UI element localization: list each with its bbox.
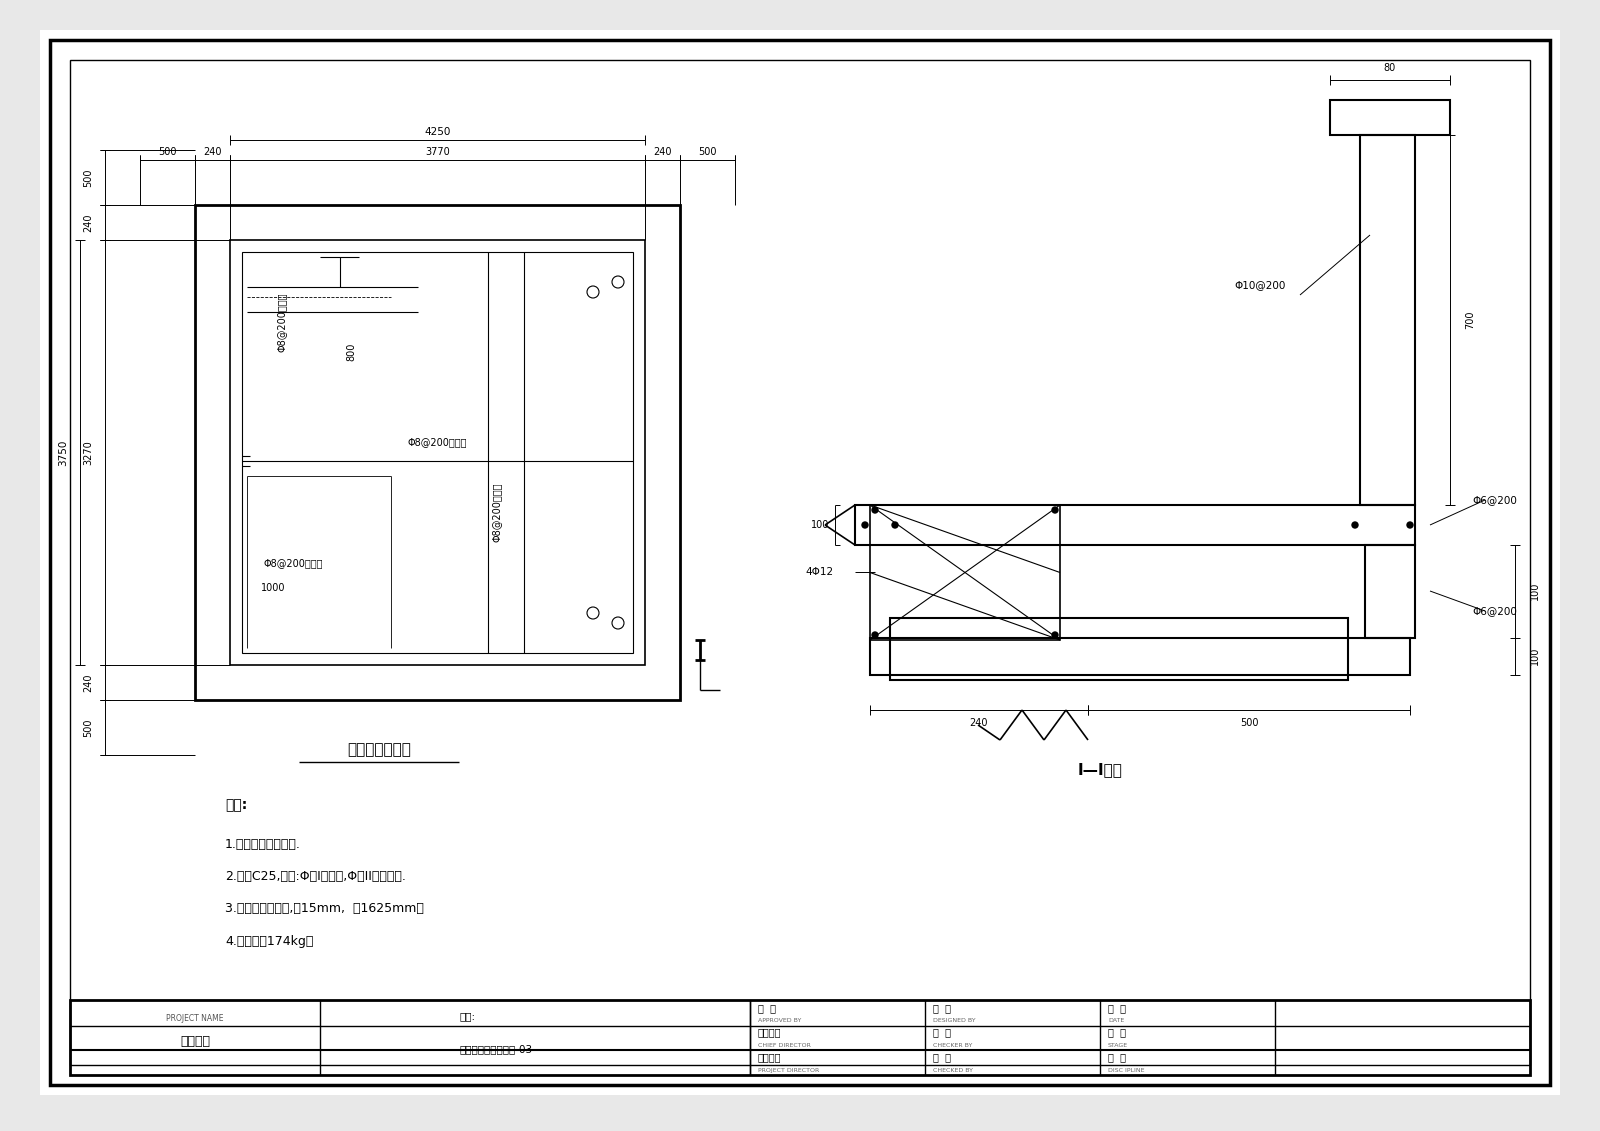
- Text: 4250: 4250: [424, 127, 451, 137]
- Text: 700: 700: [1466, 311, 1475, 329]
- Text: 专业负责: 专业负责: [758, 1027, 781, 1037]
- Text: 审  核: 审 核: [933, 1052, 950, 1062]
- Circle shape: [1406, 523, 1413, 528]
- Text: 专  业: 专 业: [1107, 1052, 1126, 1062]
- Text: Φ8@200（下）: Φ8@200（下）: [491, 483, 501, 543]
- Text: 240: 240: [83, 673, 93, 692]
- Bar: [870, 638, 1410, 675]
- Text: CHIEF DIRECTOR: CHIEF DIRECTOR: [758, 1043, 811, 1048]
- Text: 4.锂筋合计174kg。: 4.锂筋合计174kg。: [226, 934, 314, 948]
- Text: DESIGNED BY: DESIGNED BY: [933, 1018, 976, 1024]
- Text: 800: 800: [347, 343, 357, 361]
- Bar: [890, 618, 1347, 680]
- Text: STAGE: STAGE: [1107, 1043, 1128, 1048]
- Text: PROJECT DIRECTOR: PROJECT DIRECTOR: [758, 1068, 819, 1072]
- Text: 审  定: 审 定: [758, 1003, 776, 1012]
- Text: 240: 240: [203, 147, 222, 157]
- Bar: [870, 506, 1059, 640]
- Text: 500: 500: [1240, 718, 1258, 728]
- Text: 图名:: 图名:: [461, 1011, 477, 1021]
- Text: 项目负责: 项目负责: [758, 1052, 781, 1062]
- Bar: [854, 506, 1414, 545]
- Circle shape: [1053, 507, 1058, 513]
- Text: 100: 100: [1530, 581, 1539, 601]
- Text: 3270: 3270: [83, 440, 93, 465]
- Bar: [1365, 545, 1414, 638]
- Text: 500: 500: [698, 147, 717, 157]
- Text: 泵房顶板配筋图: 泵房顶板配筋图: [347, 742, 411, 758]
- Bar: [242, 252, 634, 653]
- Text: CHECKER BY: CHECKER BY: [933, 1043, 973, 1048]
- Text: 2.混用C25,锂筋:Φ为I级圆锂,Φ为II级螺纹锂.: 2.混用C25,锂筋:Φ为I级圆锂,Φ为II级螺纹锂.: [226, 871, 406, 883]
- Text: 土地整理泵房设计图-03: 土地整理泵房设计图-03: [461, 1044, 533, 1054]
- Text: 校  对: 校 对: [933, 1027, 950, 1037]
- Bar: [230, 240, 645, 665]
- Text: 版  次: 版 次: [1107, 1003, 1126, 1012]
- Text: 100: 100: [1530, 647, 1539, 665]
- Text: PROJECT NAME: PROJECT NAME: [166, 1015, 224, 1024]
- Circle shape: [862, 523, 867, 528]
- Text: 240: 240: [83, 214, 93, 232]
- Text: 240: 240: [653, 147, 672, 157]
- Text: 4Φ12: 4Φ12: [806, 567, 834, 577]
- Text: Φ6@200: Φ6@200: [1472, 606, 1517, 616]
- Text: DISC IPLINE: DISC IPLINE: [1107, 1068, 1144, 1072]
- Text: 1.尺寸单位以毫米计.: 1.尺寸单位以毫米计.: [226, 838, 301, 852]
- Text: Φ8@200（上）: Φ8@200（上）: [262, 558, 323, 568]
- Text: 设  计: 设 计: [933, 1003, 950, 1012]
- Bar: [1330, 100, 1450, 135]
- Text: 240: 240: [970, 718, 989, 728]
- Text: 80: 80: [1384, 63, 1397, 74]
- Text: 100: 100: [811, 520, 829, 530]
- Bar: [70, 1000, 1530, 1074]
- Text: 500: 500: [158, 147, 176, 157]
- Text: 3750: 3750: [58, 439, 67, 466]
- Text: APPROVED BY: APPROVED BY: [758, 1018, 802, 1024]
- Text: 3.锂筋的砍保护层,板15mm,  栀1625mm。: 3.锂筋的砍保护层,板15mm, 栀1625mm。: [226, 903, 424, 915]
- Text: 项目名称: 项目名称: [179, 1035, 210, 1047]
- Text: 阶  段: 阶 段: [1107, 1027, 1126, 1037]
- Bar: [1360, 135, 1414, 506]
- Circle shape: [893, 523, 898, 528]
- Text: 500: 500: [83, 169, 93, 187]
- Text: I—I剖面: I—I剖面: [1077, 762, 1123, 777]
- Circle shape: [1053, 632, 1058, 638]
- Text: 1000: 1000: [261, 582, 285, 593]
- Text: 3770: 3770: [426, 147, 450, 157]
- Text: Φ6@200: Φ6@200: [1472, 495, 1517, 506]
- Text: CHECKED BY: CHECKED BY: [933, 1068, 973, 1072]
- Circle shape: [872, 632, 878, 638]
- Text: Φ8@200（上）: Φ8@200（上）: [277, 292, 286, 352]
- Text: Φ10@200: Φ10@200: [1234, 280, 1286, 290]
- Text: Φ8@200（下）: Φ8@200（下）: [408, 438, 467, 448]
- Text: DATE: DATE: [1107, 1018, 1125, 1024]
- Bar: [195, 205, 680, 700]
- Circle shape: [872, 507, 878, 513]
- Circle shape: [1352, 523, 1358, 528]
- Bar: [70, 60, 1530, 1065]
- Text: 500: 500: [83, 718, 93, 736]
- Text: 说明:: 说明:: [226, 798, 248, 812]
